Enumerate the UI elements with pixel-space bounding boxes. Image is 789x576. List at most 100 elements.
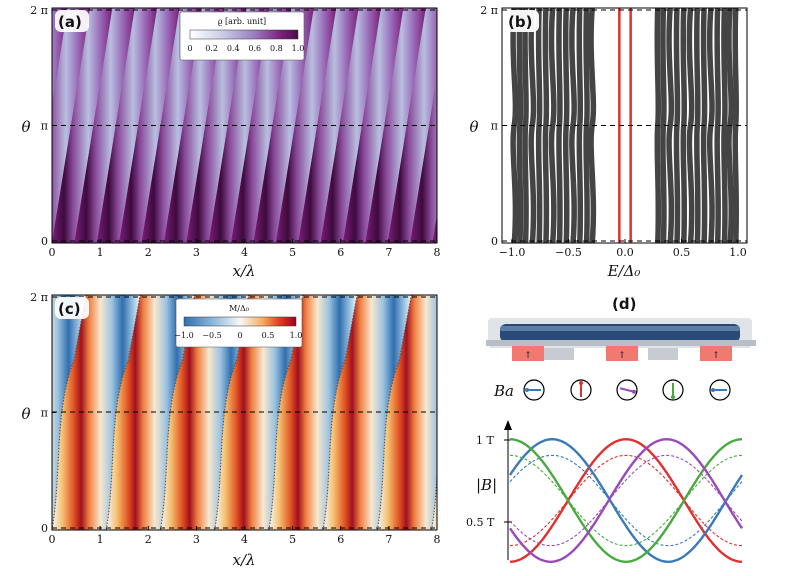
field-direction-icons (523, 379, 731, 401)
density-stripe (163, 8, 225, 243)
domain-boundary (214, 295, 250, 530)
colorbar-a-tick: 0.4 (227, 44, 240, 53)
y-tick-label: π (491, 120, 498, 133)
svg-text:↑: ↑ (618, 351, 626, 361)
colorbar-a-title: ϱ [arb. unit] (218, 17, 266, 26)
density-stripe (410, 76, 437, 243)
panel-b: (b) 0 π 2 π −1.0 −0.5 0.0 0.5 1.0 θ E/Δ₀ (469, 4, 748, 280)
colorbar-c-tick: −0.5 (202, 331, 221, 340)
colorbar-a-gradient (189, 29, 299, 40)
density-stripe (119, 8, 180, 243)
e-tick-label: 0.5 (673, 246, 691, 259)
density-stripe (52, 8, 68, 105)
density-stripe (253, 8, 314, 243)
field-curve (509, 437, 743, 563)
density-stripe (208, 8, 270, 243)
e-tick-label: 0.0 (616, 246, 634, 259)
x-tick-label: 3 (193, 246, 200, 259)
e-tick-label: −0.5 (555, 246, 582, 259)
magnetization-stripe (52, 295, 141, 530)
x-tick-label: 4 (241, 533, 248, 546)
magnetization-stripe (106, 295, 195, 530)
x-tick-label: 7 (385, 246, 392, 259)
density-stripe (74, 8, 135, 243)
theta-label-b: θ (469, 118, 478, 136)
energy-band (576, 8, 584, 243)
field-arrow-head-icon (525, 388, 529, 392)
density-stripe (432, 215, 437, 243)
x-tick-label: 8 (434, 533, 441, 546)
field-curves (508, 437, 744, 564)
e-tick-label: 1.0 (729, 246, 747, 259)
colorbar-c-tick: 1.0 (290, 331, 303, 340)
energy-band (721, 8, 728, 243)
field-curve-dashed (510, 454, 742, 547)
x-tick-label: 1 (97, 246, 104, 259)
y-tick-label: π (41, 120, 48, 133)
theta-label-a: θ (21, 118, 30, 136)
colorbar-c: M/Δ₀ −1.0 −0.5 0 0.5 1.0 (174, 298, 303, 348)
x-label-a: x/λ (232, 262, 255, 280)
field-arrow-icon (619, 387, 635, 393)
domain-boundary (322, 295, 358, 530)
energy-band (542, 8, 550, 243)
y-tick-label: 2 π (30, 291, 48, 304)
panel-a-label: (a) (58, 13, 82, 31)
x-tick-label: 4 (241, 246, 248, 259)
theta-label-c: θ (21, 405, 30, 423)
field-arrow-head-icon (632, 389, 636, 394)
field-arrow-head-icon (671, 395, 675, 399)
field-curve (509, 437, 744, 564)
field-arrow-head-icon (711, 388, 715, 392)
domain-boundary (105, 295, 141, 530)
energy-band (516, 8, 524, 243)
colorbar-a-tick: 0.8 (270, 44, 283, 53)
y-tick-label: π (41, 407, 48, 420)
field-curve-dashed (509, 454, 743, 547)
panel-b-label-box (505, 10, 539, 32)
density-stripe (342, 8, 404, 243)
svg-text:↑: ↑ (524, 351, 532, 361)
ba-label-text: Ba (493, 382, 514, 400)
colorbar-c-tick: 0 (237, 331, 242, 340)
y-tick-label: 0 (41, 522, 48, 535)
colorbar-a: ϱ [arb. unit] 0 0.2 0.4 0.6 0.8 1.0 (179, 11, 304, 61)
y-tick-label: 2 π (480, 4, 498, 17)
x-tick-label: 3 (193, 533, 200, 546)
magnetization-stripe (160, 295, 249, 530)
energy-band (548, 8, 557, 243)
field-curve (509, 438, 743, 564)
colorbar-a-tick: 0 (187, 44, 192, 53)
panel-b-bands (510, 8, 740, 243)
energy-band (660, 8, 667, 243)
e-tick-label: −1.0 (499, 246, 526, 259)
x-label-c: x/λ (232, 551, 255, 569)
energy-band (732, 8, 740, 243)
x-tick-label: 5 (289, 533, 296, 546)
x-tick-label: 1 (97, 533, 104, 546)
x-tick-label: 7 (385, 533, 392, 546)
energy-band (522, 8, 529, 243)
colorbar-c-title: M/Δ₀ (229, 304, 249, 313)
field-curve (508, 437, 744, 564)
energy-band (694, 8, 701, 243)
energy-band (686, 8, 695, 243)
x-tick-label: 6 (337, 533, 344, 546)
energy-band (714, 8, 721, 243)
x-tick-label: 0 (49, 533, 56, 546)
colorbar-a-tick: 0.6 (248, 44, 261, 53)
x-tick-label: 2 (145, 533, 152, 546)
device-illustration: ↑ ↑ ↑ (486, 318, 756, 361)
colorbar-c-gradient (183, 316, 297, 327)
magnetization-stripe (52, 295, 86, 530)
tick-1t-label: 1 T (476, 434, 494, 447)
magnet-3 (700, 346, 732, 361)
domain-boundary (268, 295, 304, 530)
b-magnitude-label: |B| (476, 476, 497, 494)
y-tick-label: 0 (41, 235, 48, 248)
e-label-b: E/Δ₀ (607, 262, 641, 280)
y-tick-label: 2 π (30, 4, 48, 17)
field-curve-dashed (510, 454, 742, 547)
panel-d: (d) ↑ ↑ ↑ Ba 1 T 0.5 T |B| (466, 295, 756, 564)
